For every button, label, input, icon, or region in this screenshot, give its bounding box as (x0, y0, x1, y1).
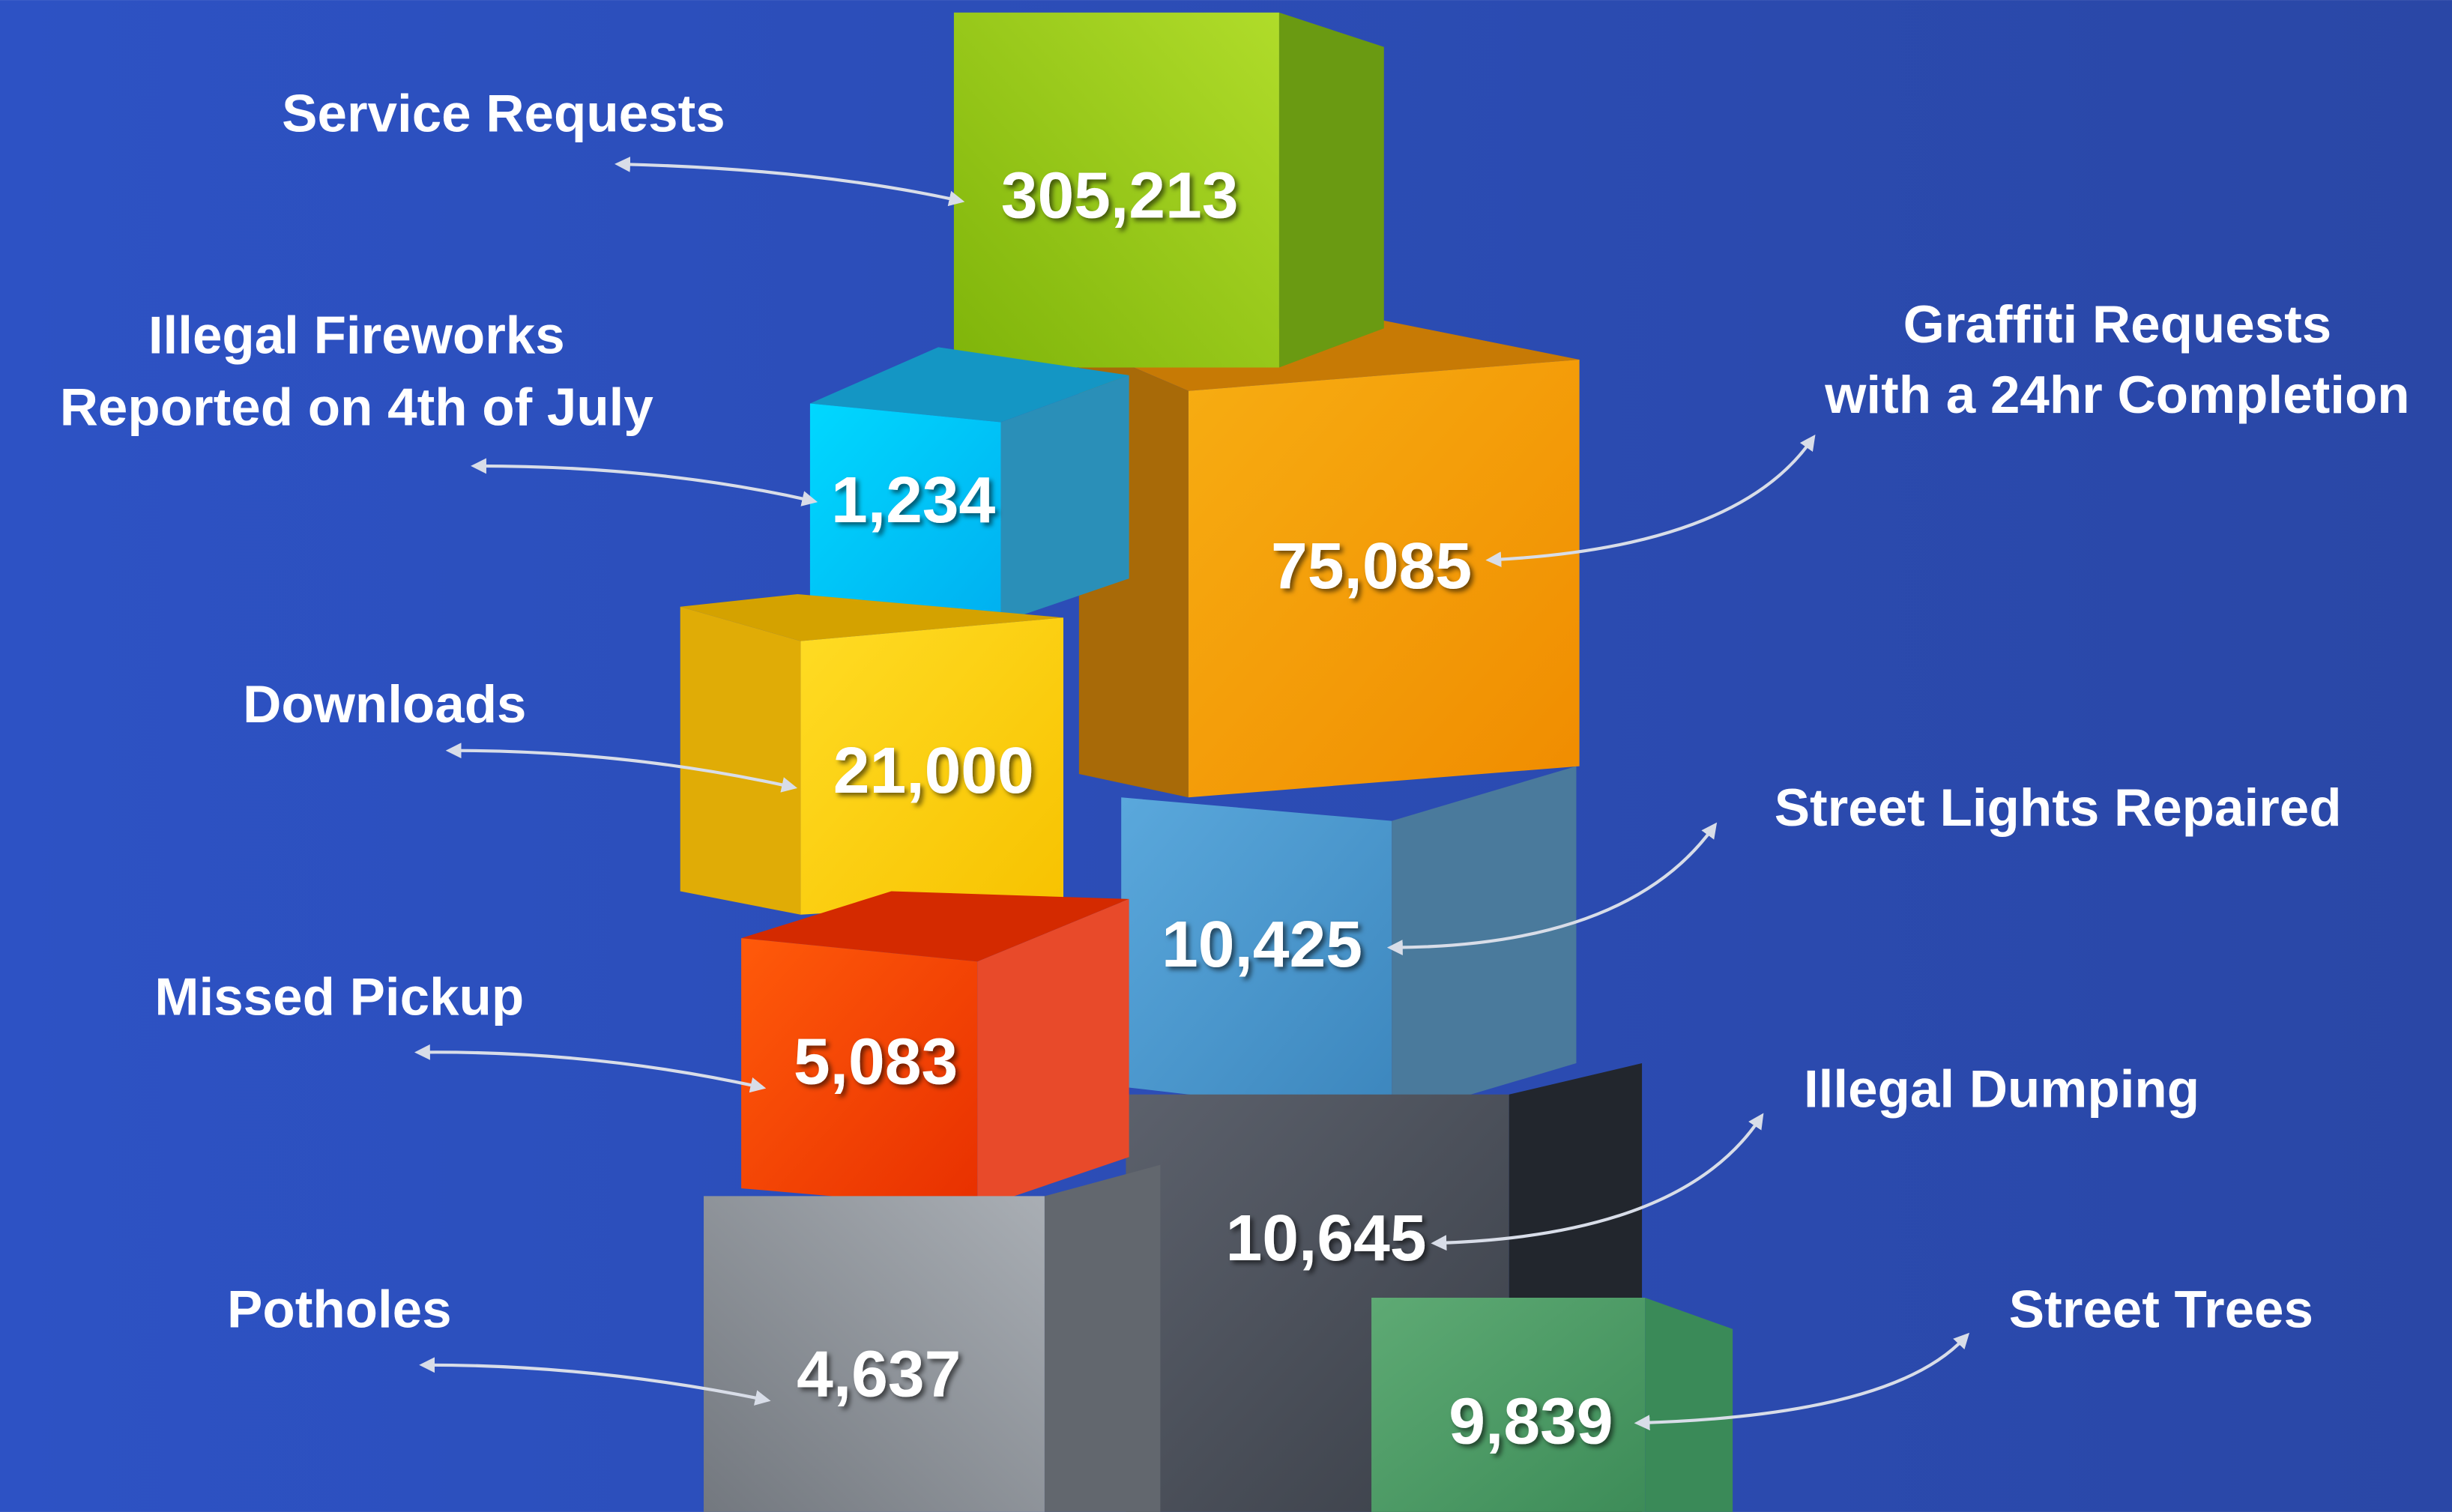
item-label: Potholes (227, 1280, 452, 1340)
item-label: Service Requests (282, 84, 725, 143)
item-value: 1,234 (831, 463, 996, 536)
item-label: Graffiti Requests (1903, 295, 2332, 354)
item-label: Reported on 4th of July (60, 378, 654, 438)
item-value: 305,213 (1001, 158, 1239, 232)
item-label: Street Trees (2009, 1280, 2313, 1340)
item-label: with a 24hr Completion (1824, 366, 2409, 425)
item-value: 9,839 (1449, 1384, 1613, 1457)
item-label: Downloads (243, 675, 526, 734)
item-value: 5,083 (794, 1024, 958, 1098)
box-side (1045, 1165, 1160, 1512)
item-value: 4,637 (797, 1337, 961, 1411)
item-label: Missed Pickup (154, 967, 524, 1026)
infographic: Service Requests 305,213 Illegal Fireworks… (0, 0, 2452, 1512)
item-label: Illegal Fireworks (148, 306, 565, 366)
page: {"items": [ {"label": ["Service Requests… (0, 0, 2452, 1512)
item-label: Illegal Dumping (1804, 1059, 2199, 1119)
item-value: 75,085 (1271, 529, 1472, 602)
item-value: 21,000 (833, 734, 1034, 807)
box-side (1279, 13, 1384, 368)
box-side (1645, 1298, 1733, 1512)
box-side (680, 607, 801, 915)
item-value: 10,645 (1226, 1201, 1427, 1274)
item-value: 10,425 (1162, 907, 1362, 981)
item-label: Street Lights Repaired (1775, 778, 2342, 838)
